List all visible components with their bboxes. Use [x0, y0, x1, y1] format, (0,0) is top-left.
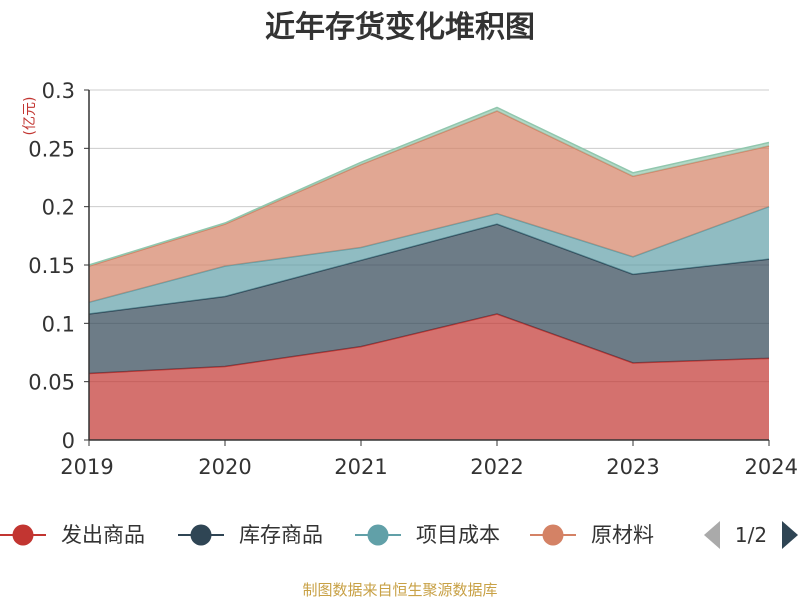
y-tick-label: 0: [62, 429, 75, 453]
y-tick-label: 0.3: [42, 79, 75, 103]
y-axis-label: (亿元): [22, 97, 38, 136]
legend-prev-icon[interactable]: [704, 521, 720, 549]
x-tick-label: 2022: [470, 455, 523, 479]
y-tick-label: 0.05: [28, 371, 75, 395]
area-series-原材料[interactable]: [89, 111, 769, 303]
y-tick-label: 0.25: [28, 137, 75, 161]
legend-item[interactable]: 库存商品: [178, 523, 323, 547]
legend-label: 项目成本: [416, 523, 500, 547]
legend-next-icon[interactable]: [782, 521, 798, 549]
legend-item[interactable]: 发出商品: [0, 523, 145, 547]
legend-label: 发出商品: [61, 523, 145, 547]
y-tick-label: 0.15: [28, 254, 75, 278]
area-series: [88, 106, 770, 440]
x-tick-label: 2024: [745, 455, 798, 479]
data-source-note: 制图数据来自恒生聚源数据库: [302, 581, 497, 599]
legend-pager[interactable]: 1/2: [704, 521, 798, 549]
area-series-发出商品[interactable]: [89, 314, 769, 440]
legend[interactable]: 发出商品 库存商品 项目成本 原材料: [0, 523, 654, 547]
y-tick-labels: 0 0.05 0.1 0.15 0.2 0.25 0.3: [28, 79, 89, 453]
legend-item[interactable]: 原材料: [530, 523, 654, 547]
x-tick-label: 2023: [606, 455, 659, 479]
legend-label: 原材料: [591, 523, 654, 547]
chart-title: 近年存货变化堆积图: [265, 10, 535, 45]
y-tick-label: 0.2: [42, 196, 75, 220]
legend-page-indicator: 1/2: [735, 523, 767, 547]
area-series-项目成本[interactable]: [89, 206, 769, 314]
x-tick-labels: 2019 2020 2021 2022 2023 2024: [60, 440, 798, 479]
x-tick-label: 2021: [334, 455, 387, 479]
x-tick-label: 2020: [198, 455, 251, 479]
area-series-库存商品[interactable]: [89, 224, 769, 374]
x-tick-label: 2019: [60, 455, 113, 479]
legend-marker-icon: [12, 524, 34, 546]
legend-marker-icon: [367, 524, 389, 546]
legend-marker-icon: [190, 524, 212, 546]
area-series-line: [88, 106, 770, 266]
legend-item[interactable]: 项目成本: [355, 523, 500, 547]
legend-marker-icon: [542, 524, 564, 546]
y-tick-label: 0.1: [42, 312, 75, 336]
legend-label: 库存商品: [239, 523, 323, 547]
